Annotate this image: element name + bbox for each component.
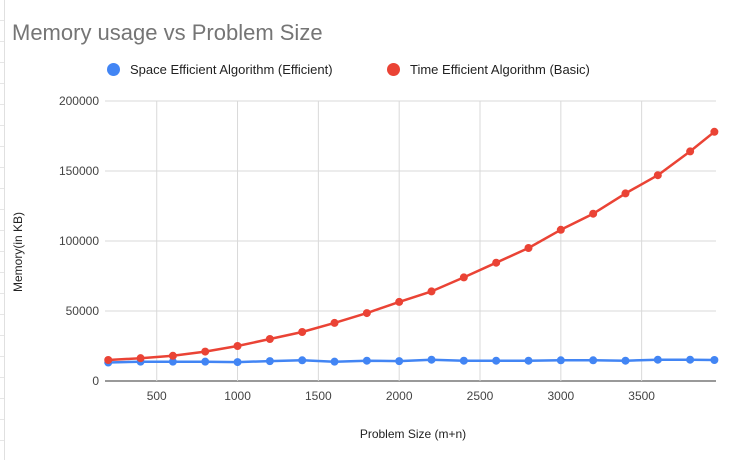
- data-point-basic: [621, 189, 630, 198]
- data-point-efficient: [427, 355, 436, 364]
- x-axis-label: Problem Size (m+n): [359, 427, 467, 441]
- x-tick-label: 1000: [224, 389, 251, 403]
- x-tick-label: 3000: [547, 389, 574, 403]
- y-tick-label: 0: [92, 374, 99, 388]
- y-tick-label: 150000: [59, 164, 99, 178]
- data-point-basic: [395, 297, 404, 306]
- y-tick-label: 200000: [59, 94, 99, 108]
- data-point-basic: [710, 127, 719, 136]
- data-point-basic: [686, 147, 695, 156]
- data-point-basic: [330, 318, 339, 327]
- data-point-basic: [362, 309, 371, 318]
- data-point-efficient: [589, 356, 598, 365]
- x-tick-label: 2500: [467, 389, 494, 403]
- y-tick-label: 100000: [59, 234, 99, 248]
- series-line-basic: [106, 130, 716, 362]
- x-tick-label: 2000: [386, 389, 413, 403]
- data-point-efficient: [330, 357, 339, 366]
- chart-title: Memory usage vs Problem Size: [12, 20, 323, 45]
- data-point-efficient: [362, 356, 371, 365]
- data-point-basic: [233, 342, 242, 350]
- data-point-efficient: [201, 357, 210, 366]
- y-tick-label: 50000: [66, 304, 100, 318]
- data-point-efficient: [556, 356, 565, 365]
- x-tick-label: 3500: [628, 389, 655, 403]
- legend-marker-efficient: [107, 63, 120, 76]
- data-point-basic: [104, 356, 113, 364]
- data-point-basic: [459, 273, 468, 282]
- data-point-efficient: [653, 355, 662, 364]
- left-edge-ruler: [0, 0, 5, 460]
- data-point-efficient: [686, 355, 695, 364]
- data-point-efficient: [524, 356, 533, 365]
- legend-item-efficient[interactable]: Space Efficient Algorithm (Efficient): [107, 62, 333, 77]
- legend-item-basic[interactable]: Time Efficient Algorithm (Basic): [387, 62, 590, 77]
- data-point-basic: [589, 209, 598, 218]
- data-point-basic: [653, 171, 662, 180]
- data-point-basic: [427, 287, 436, 296]
- legend-marker-basic: [387, 63, 400, 76]
- data-point-efficient: [710, 356, 719, 364]
- data-point-efficient: [168, 357, 177, 366]
- legend: Space Efficient Algorithm (Efficient) Ti…: [0, 62, 738, 82]
- data-point-basic: [265, 335, 274, 343]
- data-point-basic: [556, 225, 565, 234]
- data-point-basic: [298, 328, 307, 336]
- data-point-efficient: [233, 358, 242, 367]
- data-point-efficient: [459, 356, 468, 365]
- data-point-efficient: [265, 357, 274, 366]
- data-point-efficient: [492, 356, 501, 365]
- legend-label-basic: Time Efficient Algorithm (Basic): [410, 62, 590, 77]
- data-point-efficient: [395, 357, 404, 366]
- legend-label-efficient: Space Efficient Algorithm (Efficient): [130, 62, 333, 77]
- data-point-efficient: [298, 356, 307, 365]
- data-point-basic: [201, 347, 210, 356]
- data-point-efficient: [621, 356, 630, 365]
- data-point-basic: [524, 244, 533, 252]
- series-line-efficient: [106, 358, 716, 364]
- x-tick-label: 1500: [305, 389, 332, 403]
- data-point-basic: [168, 351, 177, 360]
- data-point-basic: [492, 258, 501, 267]
- data-point-basic: [136, 354, 145, 363]
- x-tick-label: 500: [147, 389, 167, 403]
